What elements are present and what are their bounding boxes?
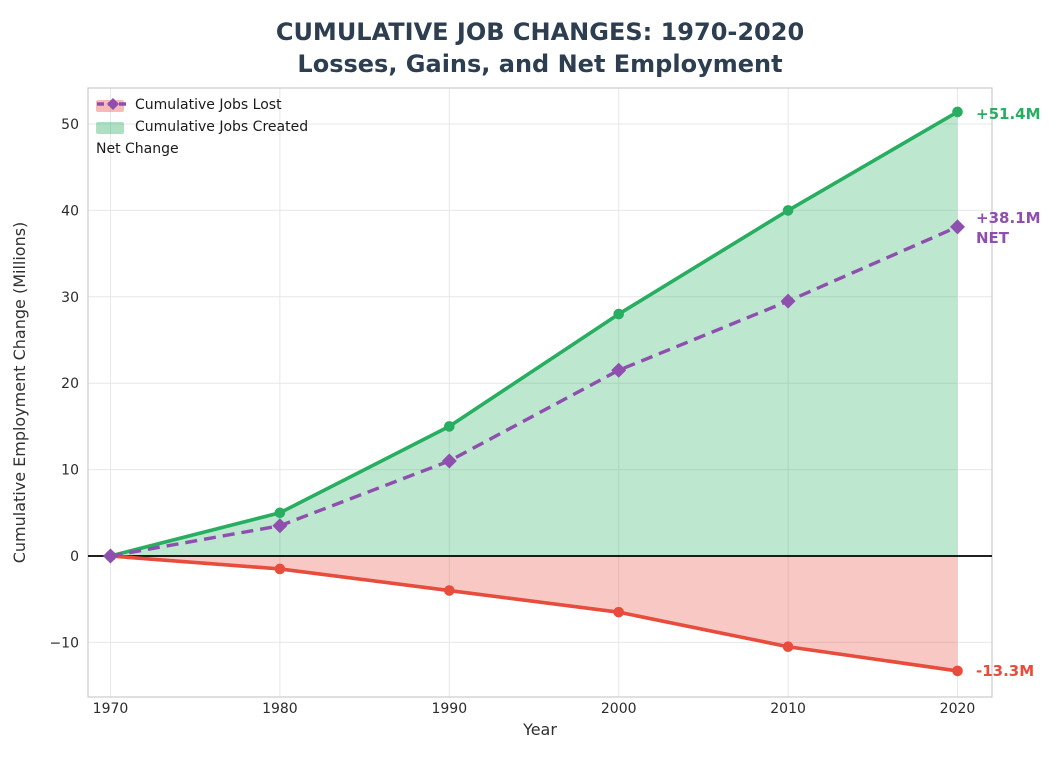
annotation-net-end-label: NET <box>976 229 1010 247</box>
jobs-lost-marker <box>952 665 963 677</box>
x-tick-label: 1970 <box>93 701 129 717</box>
x-axis-label: Year <box>522 720 557 739</box>
net-change-marker <box>441 453 457 469</box>
y-tick-label: 30 <box>61 290 79 306</box>
legend-item-net-change: Net Change <box>96 98 308 158</box>
y-tick-label: 50 <box>61 117 79 133</box>
net-change-marker <box>272 518 288 534</box>
annotation-net-end-value: +38.1M <box>976 209 1041 227</box>
x-tick-label: 2000 <box>601 701 637 717</box>
jobs-created-marker <box>444 421 455 432</box>
jobs-created-area <box>110 111 958 557</box>
jobs-lost-marker <box>274 563 286 575</box>
jobs-lost-marker <box>782 641 794 653</box>
chart-legend: Cumulative Jobs Lost Cumulative Jobs Cre… <box>96 97 308 158</box>
annotation-jobs-created-end: +51.4M <box>976 105 1041 123</box>
y-tick-label: 10 <box>61 463 79 479</box>
plot-area-border <box>87 87 993 698</box>
jobs-created-marker <box>952 106 963 118</box>
jobs-created-line <box>110 110 959 558</box>
x-tick-label: 1990 <box>431 701 467 717</box>
x-tick-label: 2020 <box>940 701 976 717</box>
net-change-marker <box>103 548 118 564</box>
y-tick-label: −10 <box>49 635 79 651</box>
jobs-created-marker <box>274 507 286 519</box>
legend-label-jobs-created: Cumulative Jobs Created <box>135 119 309 135</box>
jobs-created-swatch <box>96 121 124 134</box>
y-axis-label: Cumulative Employment Change (Millions) <box>10 222 29 564</box>
x-tick-label: 2010 <box>770 701 806 717</box>
net-change-marker <box>611 362 627 378</box>
jobs-lost-area <box>110 556 958 671</box>
y-tick-label: 0 <box>70 549 79 565</box>
x-tick-label: 1980 <box>262 701 298 717</box>
jobs-created-marker <box>613 308 624 320</box>
net-change-legend-marker <box>97 98 129 110</box>
jobs-lost-marker <box>613 606 624 618</box>
jobs-lost-line <box>110 554 958 673</box>
chart-title-line2: Losses, Gains, and Net Employment <box>297 50 782 78</box>
net-change-marker <box>950 219 965 235</box>
annotation-jobs-lost-end: -13.3M <box>976 662 1034 680</box>
legend-item-jobs-created: Cumulative Jobs Created <box>96 119 308 136</box>
y-tick-label: 20 <box>61 376 79 392</box>
series-layer <box>88 106 992 677</box>
tick-labels-layer: −10 0 10 20 30 40 50 1970 1980 1990 2000 2010 2020 <box>49 117 975 717</box>
legend-label-net-change: Net Change <box>96 141 179 157</box>
legend-label-jobs-lost: Cumulative Jobs Lost <box>135 97 282 113</box>
y-tick-label: 40 <box>61 203 79 219</box>
jobs-created-marker <box>782 205 794 216</box>
net-change-line <box>110 225 959 558</box>
jobs-lost-marker <box>444 585 455 596</box>
net-change-marker <box>780 293 796 309</box>
chart-title-line1: CUMULATIVE JOB CHANGES: 1970-2020 <box>276 18 804 46</box>
